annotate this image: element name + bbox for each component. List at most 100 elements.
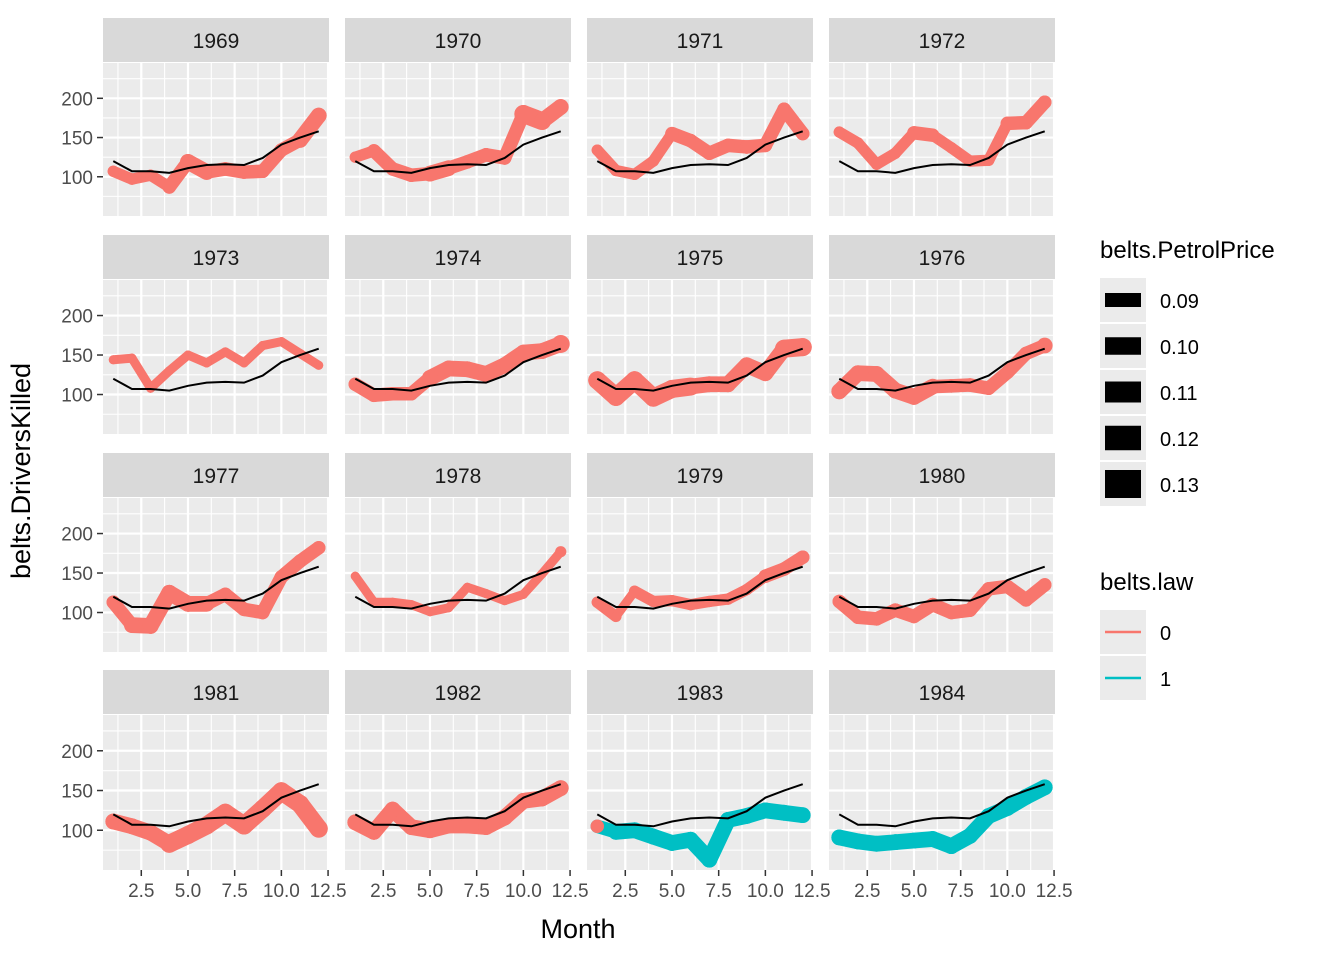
data-point-1980: [869, 612, 884, 626]
strip-1974: [345, 235, 571, 279]
data-point-1972: [871, 158, 883, 170]
data-point-1969: [237, 165, 251, 179]
legend-label-law: 0: [1160, 623, 1171, 645]
data-point-1983: [682, 831, 699, 848]
strip-label-1980: 1980: [919, 465, 966, 488]
data-point-1984: [999, 800, 1016, 816]
data-point-1983: [590, 819, 605, 834]
panel-1984: 1984: [829, 670, 1056, 870]
data-point-1977: [237, 602, 251, 617]
data-point-1973: [183, 350, 193, 360]
data-point-1971: [683, 133, 698, 148]
data-point-1970: [534, 113, 550, 129]
data-point-1974: [496, 357, 513, 374]
reference-line: [838, 565, 1046, 610]
reference-line: [596, 130, 804, 174]
reference-line: [838, 130, 1046, 174]
data-point-1979: [722, 593, 734, 605]
data-point-1984: [868, 835, 885, 852]
data-point-1976: [981, 381, 996, 395]
data-point-1973: [239, 358, 249, 368]
data-point-1982: [366, 823, 382, 840]
data-point-1979: [611, 611, 621, 621]
strip-1976: [829, 235, 1055, 279]
data-point-1973: [108, 355, 118, 365]
data-point-1978: [369, 597, 379, 607]
panel-1971: 1971: [587, 18, 814, 216]
data-point-1983: [701, 851, 718, 868]
data-point-1969: [162, 180, 177, 194]
data-point-1979: [647, 595, 659, 608]
data-point-1977: [124, 617, 140, 634]
data-point-1974: [440, 360, 457, 377]
series-segment-1972: [983, 117, 1013, 166]
x-tick-label: 10.0: [747, 881, 784, 902]
data-point-1973: [164, 366, 174, 376]
data-point-1984: [831, 829, 848, 846]
reference-line: [354, 565, 562, 610]
data-point-1970: [385, 162, 400, 176]
x-tick-label: 10.0: [505, 881, 542, 902]
data-point-1982: [534, 790, 550, 807]
x-tick-label: 12.5: [1036, 881, 1073, 902]
data-point-1978: [425, 607, 435, 617]
data-point-1975: [738, 357, 755, 374]
data-point-1980: [851, 610, 865, 625]
data-point-1980: [1037, 578, 1052, 592]
data-point-1970: [349, 151, 361, 163]
facet-panels: 1969 1970 1971 1972 1973 1974 1975 1976 1977 1978…: [103, 18, 1056, 870]
strip-1981: [103, 670, 329, 714]
data-point-1982: [552, 780, 569, 797]
strip-label-1969: 1969: [193, 30, 240, 53]
data-point-1976: [1000, 365, 1015, 380]
strip-label-1975: 1975: [677, 247, 724, 270]
data-point-1983: [757, 802, 774, 819]
panel-1970: 1970: [345, 18, 572, 216]
x-tick-label: 2.5: [128, 881, 154, 902]
reference-line: [596, 565, 804, 610]
reference-line: [112, 347, 320, 392]
x-tick-label: 2.5: [612, 881, 638, 902]
data-point-1975: [701, 376, 718, 393]
data-point-1973: [314, 360, 324, 370]
data-point-1975: [793, 338, 812, 357]
reference-line: [838, 347, 1046, 392]
reference-line: [354, 130, 562, 174]
data-point-1981: [216, 803, 235, 822]
data-point-1971: [647, 155, 659, 167]
data-point-1978: [388, 597, 398, 607]
data-point-1975: [588, 371, 607, 390]
x-tick-label: 10.0: [263, 881, 300, 902]
data-point-1971: [665, 126, 679, 141]
y-tick-label: 100: [61, 604, 93, 625]
x-tick-label: 2.5: [370, 881, 396, 902]
data-point-1981: [178, 826, 197, 845]
panel-1981: 1981: [103, 670, 330, 870]
data-point-1984: [924, 831, 941, 847]
strip-label-1983: 1983: [677, 682, 724, 705]
legend: belts.PetrolPrice 0.09 0.10 0.11 0.12 0.13 bel…: [1100, 237, 1275, 700]
data-point-1982: [422, 822, 438, 839]
data-point-1976: [868, 366, 885, 382]
data-point-1969: [180, 153, 196, 170]
data-point-1978: [500, 596, 510, 606]
data-point-1969: [218, 162, 233, 176]
panel-1982: 1982: [345, 670, 572, 870]
strip-label-1977: 1977: [193, 465, 240, 488]
data-point-1982: [478, 819, 494, 835]
x-tick-label: 12.5: [552, 881, 589, 902]
series-segment-1978: [444, 582, 472, 613]
data-point-1974: [551, 334, 570, 353]
panel-1972: 1972: [829, 18, 1056, 216]
legend-title-law: belts.law: [1100, 569, 1194, 596]
legend-label-petrol: 0.11: [1160, 383, 1197, 405]
y-tick-label: 100: [61, 168, 93, 189]
panel-1980: 1980: [829, 453, 1056, 652]
panel-1974: 1974: [345, 235, 572, 434]
data-point-1976: [906, 389, 922, 405]
panel-1977: 1977: [103, 453, 330, 652]
panel-1975: 1975: [587, 235, 814, 434]
strip-label-1981: 1981: [193, 682, 240, 705]
reference-line: [838, 783, 1046, 828]
data-point-1977: [274, 570, 289, 584]
